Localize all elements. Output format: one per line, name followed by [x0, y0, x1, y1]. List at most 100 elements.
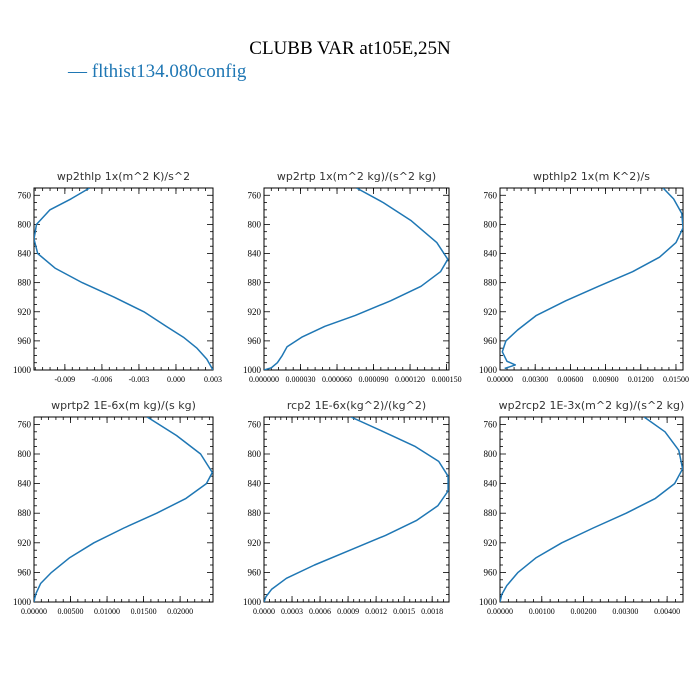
panel-6: wp2rcp2 1E-3x(m^2 kg)/(s^2 kg)760 800 840 8…: [479, 399, 684, 616]
y-tick-label: 880: [484, 508, 498, 518]
panel-title: wpthlp2 1x(m K^2)/s: [533, 170, 650, 183]
y-tick-label: 840: [248, 479, 262, 489]
panel-title: wp2rtp 1x(m^2 kg)/(s^2 kg): [277, 170, 436, 183]
y-tick-label: 800: [18, 219, 32, 229]
y-tick-label: 760: [18, 190, 32, 200]
series-line: [264, 417, 449, 602]
panel-3: wpthlp2 1x(m K^2)/s 760 800 840 880 920 960 100…: [479, 170, 689, 384]
x-tick-label: 0.0018: [421, 607, 443, 616]
x-tick-label: 0.01000: [94, 607, 120, 616]
x-tick-label: 0.02000: [167, 607, 193, 616]
y-tick-label: 760: [484, 190, 498, 200]
panel-5: rcp2 1E-6x(kg^2)/(kg^2) 760 800 840 880 920 96…: [243, 399, 450, 616]
y-tick-label: 1000: [479, 365, 498, 375]
x-tick-label: 0.000150: [432, 375, 462, 384]
series-line: [500, 417, 683, 602]
y-tick-label: 920: [18, 307, 32, 317]
y-tick-label: 960: [248, 567, 262, 577]
y-tick-label: 1000: [243, 597, 262, 607]
x-tick-label: 0.0009: [337, 607, 359, 616]
y-tick-label: 760: [18, 419, 32, 429]
y-tick-label: 840: [18, 249, 32, 259]
plot-frame: [499, 187, 684, 371]
series-line: [264, 188, 449, 370]
y-tick-label: 1000: [13, 365, 32, 375]
y-tick-label: 800: [484, 449, 498, 459]
x-tick-label: 0.000030: [286, 375, 316, 384]
y-tick-label: 760: [484, 419, 498, 429]
x-tick-label: 0.0003: [281, 607, 303, 616]
y-tick-label: 800: [248, 219, 262, 229]
plot-frame: [33, 187, 214, 371]
x-tick-label: 0.0000: [253, 607, 275, 616]
y-tick-label: 760: [248, 190, 262, 200]
x-tick-label: 0.00300: [522, 375, 548, 384]
x-tick-label: 0.00000: [21, 607, 47, 616]
y-tick-label: 840: [248, 249, 262, 259]
x-tick-label: 0.00000: [487, 375, 513, 384]
plot-frame: [33, 416, 214, 603]
x-tick-label: -0.003: [129, 375, 150, 384]
y-tick-label: 880: [484, 278, 498, 288]
y-tick-label: 760: [248, 419, 262, 429]
y-tick-label: 920: [248, 307, 262, 317]
x-tick-label: 0.000: [167, 375, 185, 384]
y-tick-label: 920: [484, 307, 498, 317]
x-tick-label: 0.00500: [58, 607, 84, 616]
series-line: [501, 188, 683, 370]
panel-1: wp2thlp 1x(m^2 K)/s^2 760 800 840 880 920 960 1…: [13, 170, 222, 384]
x-tick-label: 0.01200: [628, 375, 654, 384]
y-tick-label: 840: [484, 249, 498, 259]
y-tick-label: 880: [248, 508, 262, 518]
figure-title: CLUBB VAR at105E,25N: [249, 38, 451, 59]
plot-frame: [263, 187, 450, 371]
y-tick-label: 840: [484, 479, 498, 489]
y-tick-label: 800: [248, 449, 262, 459]
x-tick-label: 0.0006: [309, 607, 331, 616]
x-tick-label: 0.000000: [249, 375, 279, 384]
x-tick-label: 0.00400: [654, 607, 680, 616]
panel-4: wprtp2 1E-6x(m kg)/(s kg) 760 800 840 880 920…: [13, 399, 214, 616]
plot-frame: [499, 416, 684, 603]
y-tick-label: 960: [248, 336, 262, 346]
y-tick-label: 920: [248, 538, 262, 548]
panel-2: wp2rtp 1x(m^2 kg)/(s^2 kg) 760 800 840 880 92…: [243, 170, 462, 384]
x-tick-label: 0.00300: [612, 607, 638, 616]
x-tick-label: 0.003: [204, 375, 222, 384]
x-tick-label: 0.00600: [557, 375, 583, 384]
plot-frame: [263, 416, 450, 603]
y-tick-label: 1000: [13, 597, 32, 607]
panel-title: wprtp2 1E-6x(m kg)/(s kg): [51, 399, 196, 412]
x-tick-label: 0.00100: [529, 607, 555, 616]
y-tick-label: 880: [18, 278, 32, 288]
x-tick-label: 0.000120: [395, 375, 425, 384]
x-tick-label: 0.00000: [487, 607, 513, 616]
y-tick-label: 920: [484, 538, 498, 548]
y-tick-label: 800: [484, 219, 498, 229]
y-tick-label: 960: [484, 567, 498, 577]
x-tick-label: 0.0015: [393, 607, 415, 616]
y-tick-label: 880: [18, 508, 32, 518]
x-tick-label: 0.0012: [365, 607, 387, 616]
y-tick-label: 960: [18, 567, 32, 577]
x-tick-label: 0.00200: [571, 607, 597, 616]
x-tick-label: -0.009: [55, 375, 76, 384]
panels: wp2thlp 1x(m^2 K)/s^2 760 800 840 880 920 960 1…: [13, 170, 689, 616]
series-line: [34, 188, 213, 370]
panel-title: rcp2 1E-6x(kg^2)/(kg^2): [287, 399, 426, 412]
y-tick-label: 1000: [479, 597, 498, 607]
x-tick-label: 0.000090: [359, 375, 389, 384]
y-tick-label: 1000: [243, 365, 262, 375]
x-tick-label: 0.000060: [322, 375, 352, 384]
x-tick-label: 0.00900: [593, 375, 619, 384]
series-line: [34, 417, 213, 602]
y-tick-label: 880: [248, 278, 262, 288]
y-tick-label: 920: [18, 538, 32, 548]
legend-entry: — flthist134.080config: [67, 61, 247, 82]
x-tick-label: -0.006: [92, 375, 113, 384]
y-tick-label: 800: [18, 449, 32, 459]
x-tick-label: 0.01500: [663, 375, 689, 384]
x-tick-label: 0.01500: [131, 607, 157, 616]
y-tick-label: 960: [484, 336, 498, 346]
